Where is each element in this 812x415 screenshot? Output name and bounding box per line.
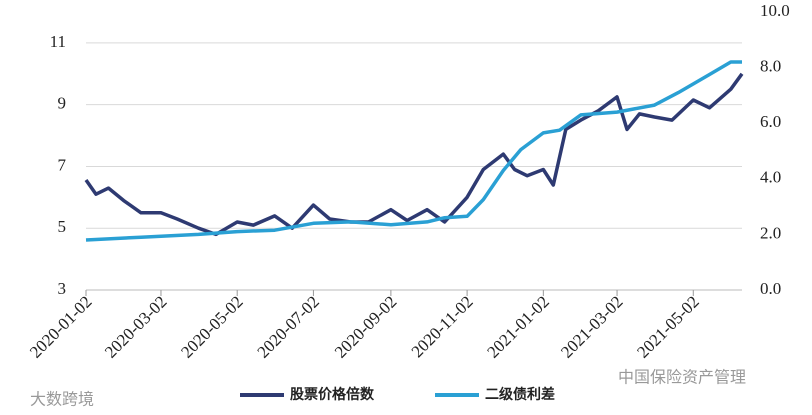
y2-tick-label: 10.0	[760, 1, 790, 20]
x-tick-label: 2021-03-02	[557, 292, 627, 362]
y2-tick-label: 8.0	[760, 57, 781, 76]
y2-tick-label: 0.0	[760, 279, 781, 298]
legend-label: 股票价格倍数	[290, 386, 375, 403]
y-tick-label: 3	[58, 279, 67, 298]
y2-tick-label: 6.0	[760, 112, 781, 131]
y-tick-label: 11	[50, 32, 66, 51]
watermark: 中国保险资产管理	[618, 368, 746, 387]
y-tick-label: 7	[58, 155, 67, 174]
x-tick-label: 2020-05-02	[177, 292, 247, 362]
y2-tick-label: 2.0	[760, 223, 781, 242]
x-tick-label: 2020-11-02	[408, 292, 477, 361]
x-tick-label: 2020-07-02	[253, 292, 323, 362]
y-tick-label: 9	[58, 94, 67, 113]
series-line	[84, 72, 744, 237]
series-line	[85, 60, 742, 242]
y-tick-label: 5	[58, 217, 67, 236]
x-tick-label: 2020-01-02	[26, 292, 96, 362]
legend-label: 二级债利差	[485, 386, 555, 403]
x-tick-label: 2021-01-02	[483, 292, 553, 362]
watermark: 大数跨境	[30, 390, 94, 409]
x-tick-label: 2021-05-02	[633, 292, 703, 362]
x-tick-label: 2020-09-02	[331, 292, 401, 362]
y2-tick-label: 4.0	[760, 168, 781, 187]
x-tick-label: 2020-03-02	[101, 292, 171, 362]
